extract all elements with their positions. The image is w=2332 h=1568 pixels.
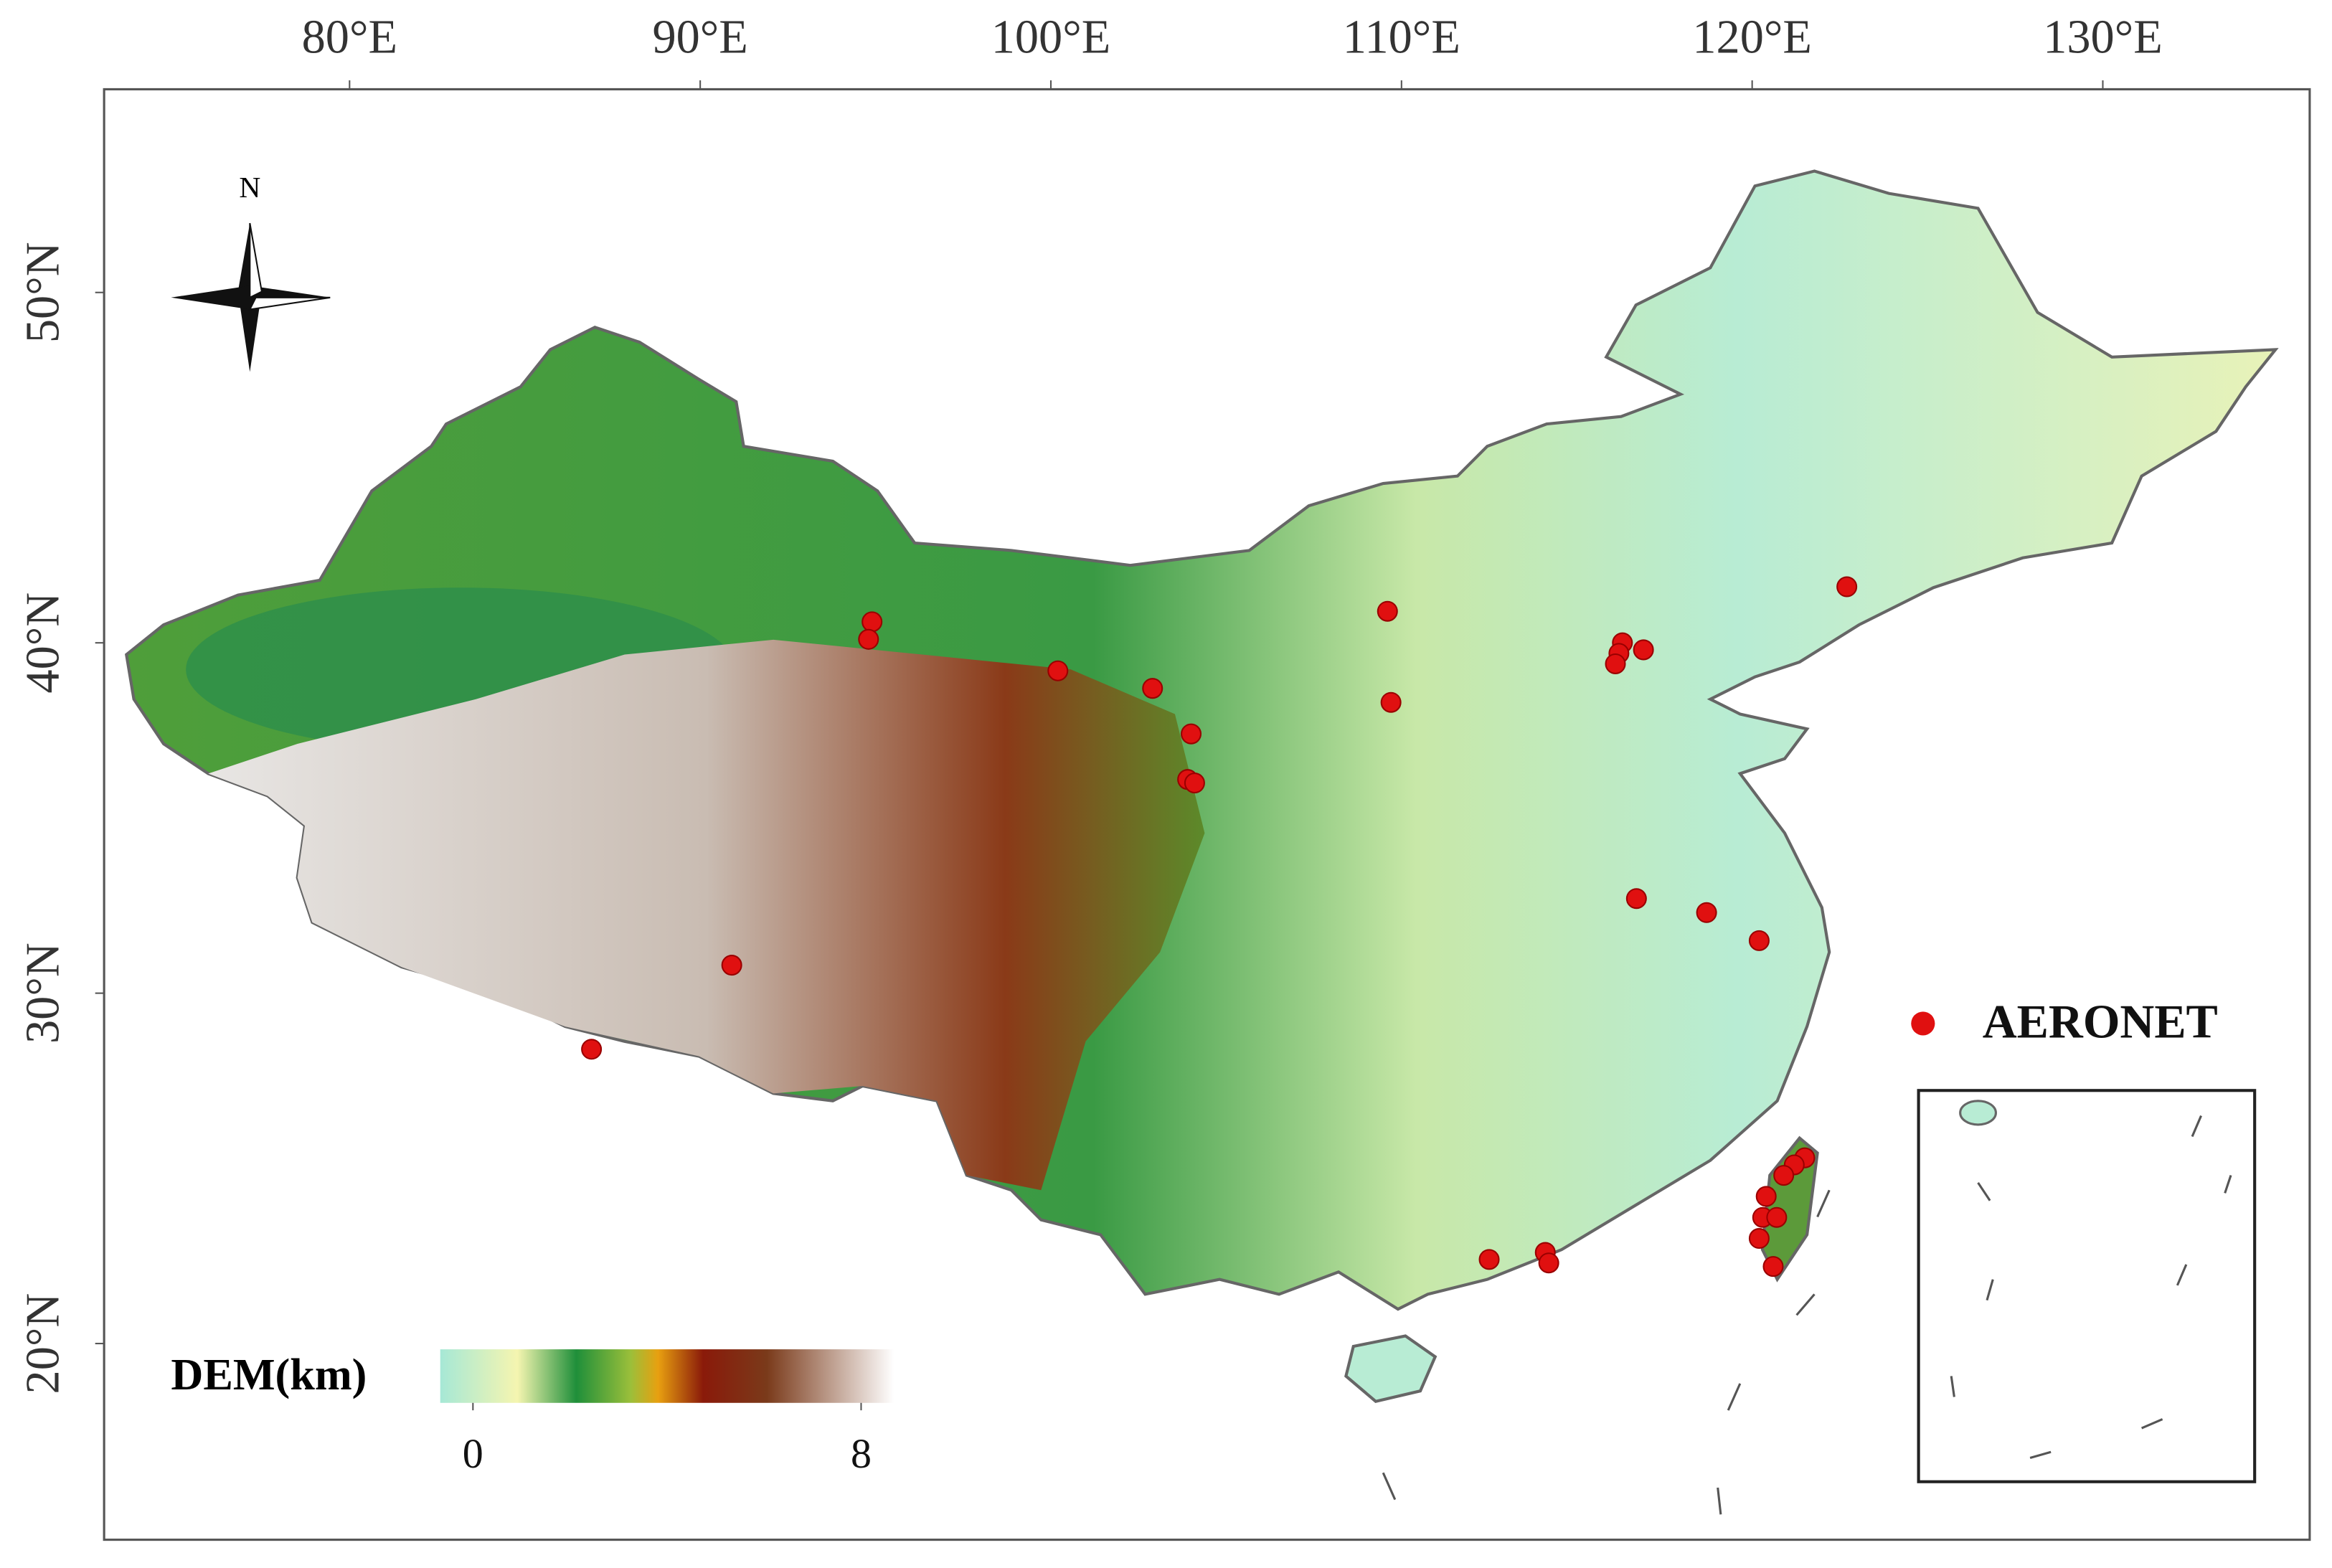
- site-marker: [1766, 1206, 1788, 1228]
- y-tick-label: 30°N: [17, 943, 70, 1044]
- site-marker: [1748, 1228, 1770, 1250]
- colorbar-tick-label: 8: [851, 1430, 872, 1477]
- inset-frame: [1917, 1089, 2257, 1483]
- y-tick-label: 20°N: [17, 1293, 70, 1394]
- x-tick-label: 130°E: [2043, 11, 2163, 63]
- site-marker: [1625, 888, 1647, 910]
- site-marker: [581, 1039, 603, 1060]
- site-marker: [1538, 1252, 1559, 1274]
- site-marker: [1755, 1186, 1777, 1207]
- site-marker: [1696, 902, 1717, 923]
- x-tick-label: 80°E: [302, 11, 397, 63]
- site-marker: [1181, 723, 1202, 745]
- site-marker: [1142, 678, 1163, 699]
- x-tick-label: 110°E: [1343, 11, 1460, 63]
- colorbar: [440, 1349, 894, 1403]
- site-marker: [1184, 773, 1205, 794]
- inset-island: [1959, 1100, 1997, 1126]
- x-tick-label: 90°E: [652, 11, 747, 63]
- boundary-dash: [1382, 1115, 2232, 1515]
- site-marker: [1478, 1249, 1500, 1270]
- colorbar-tick-label: 0: [463, 1430, 483, 1477]
- island: [1344, 1334, 1438, 1403]
- site-marker: [1633, 639, 1654, 661]
- site-marker: [861, 611, 883, 633]
- site-marker: [1762, 1256, 1784, 1277]
- site-marker: [1748, 930, 1770, 951]
- legend-label: AERONET: [1983, 996, 2218, 1048]
- site-marker: [721, 955, 742, 976]
- x-tick-label: 100°E: [991, 11, 1111, 63]
- compass-label: N: [239, 171, 260, 204]
- map-frame: [103, 88, 2311, 1541]
- site-marker: [1047, 660, 1069, 681]
- legend-marker: [1911, 1011, 1935, 1036]
- site-marker: [1377, 600, 1398, 622]
- y-tick-label: 40°N: [17, 592, 70, 694]
- site-marker: [858, 628, 879, 650]
- colorbar-title: DEM(km): [171, 1351, 367, 1399]
- data-layer: 80°E 90°E 100°E 110°E 120°E 130°E 20°N 30°N 40°N…: [17, 11, 2218, 1477]
- site-marker: [1380, 691, 1402, 713]
- x-tick-label: 120°E: [1692, 11, 1812, 63]
- site-marker: [1773, 1165, 1795, 1186]
- y-tick-label: 50°N: [17, 242, 70, 343]
- compass: N: [171, 171, 331, 372]
- site-marker: [1836, 576, 1858, 598]
- site-marker: [1605, 653, 1626, 675]
- plateau: [208, 639, 1205, 1191]
